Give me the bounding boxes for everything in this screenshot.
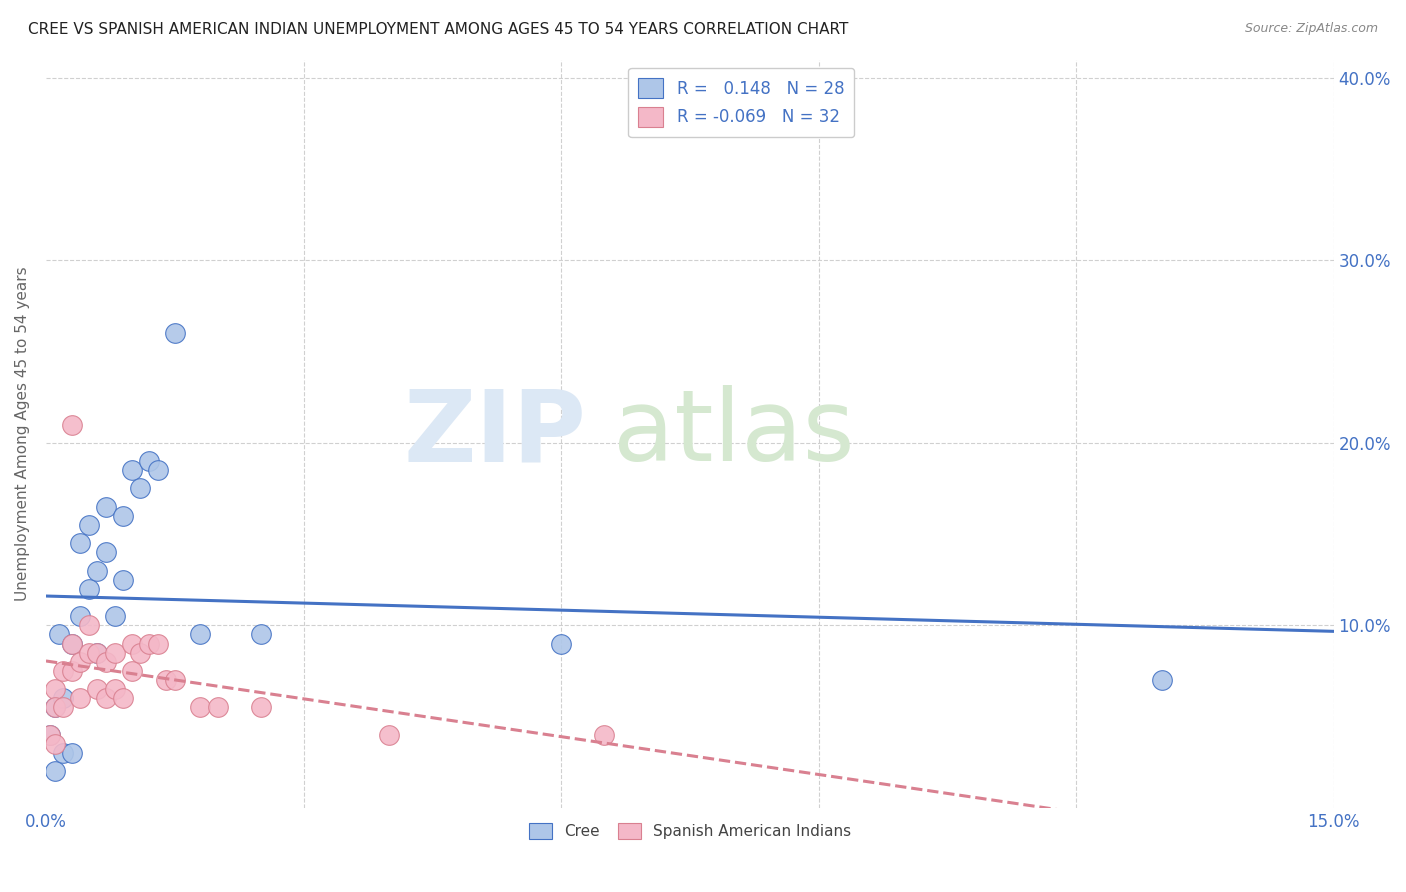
Point (44, 682, 66, 697)
Y-axis label: Unemployment Among Ages 45 to 54 years: Unemployment Among Ages 45 to 54 years (15, 267, 30, 601)
Point (163, 326, 186, 341)
Point (39, 728, 62, 742)
Point (60, 746, 83, 760)
Point (86, 646, 108, 660)
Point (94, 500, 117, 514)
Point (77, 517, 100, 532)
Point (94, 545, 117, 559)
Point (86, 682, 108, 697)
Point (60, 636, 83, 650)
Point (77, 646, 100, 660)
Point (121, 463, 143, 477)
Point (44, 700, 66, 714)
Point (52, 700, 75, 714)
Point (44, 737, 66, 751)
Point (155, 673, 177, 687)
Point (60, 664, 83, 678)
Point (190, 700, 212, 714)
Point (52, 664, 75, 678)
Text: ZIP: ZIP (404, 385, 586, 483)
Point (129, 482, 152, 496)
Text: Source: ZipAtlas.com: Source: ZipAtlas.com (1244, 22, 1378, 36)
Point (52, 746, 75, 760)
Point (77, 582, 100, 596)
Point (94, 691, 117, 706)
Point (129, 646, 152, 660)
Point (1150, 673, 1173, 687)
Point (146, 463, 169, 477)
Point (39, 728, 62, 742)
Point (69, 655, 91, 669)
Point (44, 700, 66, 714)
Point (138, 454, 160, 468)
Point (48, 627, 70, 641)
Point (190, 627, 212, 641)
Point (86, 564, 108, 578)
Point (86, 646, 108, 660)
Point (104, 682, 127, 697)
Point (44, 764, 66, 779)
Point (69, 609, 91, 624)
Point (94, 655, 117, 669)
Point (60, 417, 83, 432)
Point (593, 728, 616, 742)
Point (550, 636, 572, 650)
Text: atlas: atlas (613, 385, 855, 483)
Point (249, 700, 271, 714)
Point (112, 691, 135, 706)
Point (249, 627, 271, 641)
Point (60, 636, 83, 650)
Text: CREE VS SPANISH AMERICAN INDIAN UNEMPLOYMENT AMONG AGES 45 TO 54 YEARS CORRELATI: CREE VS SPANISH AMERICAN INDIAN UNEMPLOY… (28, 22, 848, 37)
Point (121, 636, 143, 650)
Point (104, 646, 127, 660)
Point (121, 664, 143, 678)
Point (69, 691, 91, 706)
Point (378, 728, 401, 742)
Point (138, 636, 160, 650)
Point (163, 673, 186, 687)
Point (52, 691, 75, 706)
Point (69, 536, 91, 550)
Point (104, 609, 127, 624)
Point (207, 700, 229, 714)
Legend: Cree, Spanish American Indians: Cree, Spanish American Indians (523, 817, 858, 845)
Point (112, 508, 135, 523)
Point (77, 618, 100, 632)
Point (112, 573, 135, 587)
Point (146, 636, 169, 650)
